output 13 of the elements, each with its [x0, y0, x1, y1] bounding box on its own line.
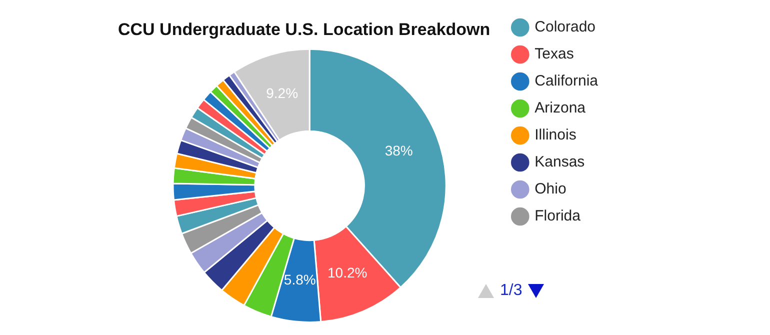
- legend-label: Illinois: [534, 126, 576, 144]
- legend-label: Colorado: [534, 18, 596, 36]
- chart-title: CCU Undergraduate U.S. Location Breakdown: [118, 20, 490, 39]
- data-label: 38%: [384, 142, 413, 158]
- legend-label: Kansas: [534, 154, 585, 171]
- legend-label: Arizona: [534, 100, 586, 117]
- legend-label: Florida: [534, 208, 582, 225]
- legend-label: Ohio: [534, 180, 566, 198]
- legend-label: California: [534, 72, 599, 90]
- legend-label: Texas: [534, 46, 574, 63]
- data-label: 5.8%: [284, 272, 316, 288]
- text: 1/3: [500, 282, 522, 300]
- data-label: 10.2%: [327, 264, 368, 280]
